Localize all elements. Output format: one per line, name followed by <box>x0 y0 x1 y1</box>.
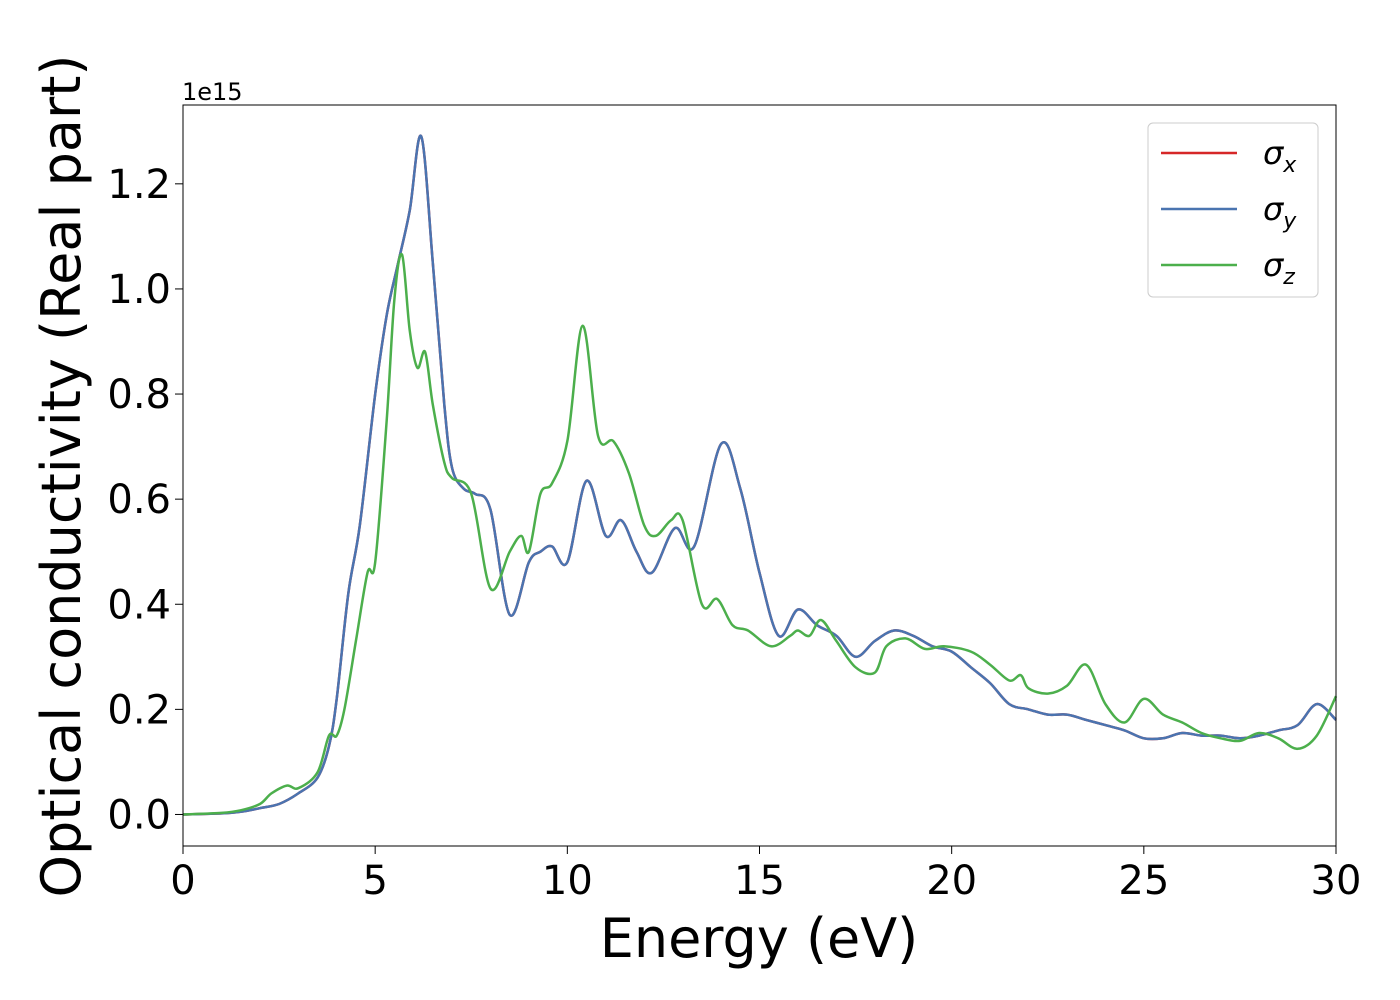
series-line-2 <box>182 134 1337 816</box>
legend-label-z: σz <box>1263 246 1295 290</box>
y-tick-label: 0.2 <box>107 687 171 733</box>
x-axis-label: Energy (eV) <box>600 907 919 970</box>
y-tick-label: 0.0 <box>107 792 171 838</box>
y-tick-label: 0.8 <box>107 372 171 418</box>
y-tick-label: 1.0 <box>107 267 171 313</box>
y-tick-label: 0.4 <box>107 582 171 628</box>
legend-label-x: σx <box>1263 134 1297 178</box>
y-axis-label: Optical conductivity (Real part) <box>30 55 93 898</box>
y-tick-label: 1.2 <box>107 162 171 208</box>
x-axis: 0 5 10 15 20 25 30 <box>170 846 1361 904</box>
legend: σx σy σz <box>1147 122 1319 298</box>
legend-label-y: σy <box>1263 190 1297 234</box>
x-tick-label: 30 <box>1311 858 1362 904</box>
x-tick-label: 25 <box>1118 858 1169 904</box>
y-tick-label: 0.6 <box>107 477 171 523</box>
x-tick-label: 0 <box>170 858 195 904</box>
x-tick-label: 15 <box>734 858 785 904</box>
x-tick-label: 5 <box>362 858 387 904</box>
x-tick-label: 20 <box>926 858 977 904</box>
y-offset-label: 1e15 <box>182 78 243 106</box>
plot-lines <box>182 134 1338 816</box>
x-tick-label: 10 <box>542 858 593 904</box>
y-axis: 0.0 0.2 0.4 0.6 0.8 1.0 1.2 <box>107 162 183 838</box>
series-line-3 <box>182 252 1338 816</box>
